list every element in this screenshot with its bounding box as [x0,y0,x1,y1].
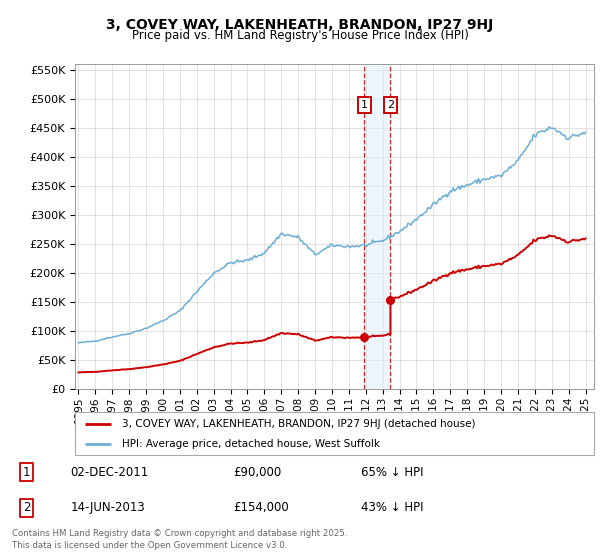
Text: 65% ↓ HPI: 65% ↓ HPI [361,465,424,479]
Text: Price paid vs. HM Land Registry's House Price Index (HPI): Price paid vs. HM Land Registry's House … [131,29,469,42]
Text: Contains HM Land Registry data © Crown copyright and database right 2025.
This d: Contains HM Land Registry data © Crown c… [12,529,347,550]
Text: 2: 2 [23,501,30,515]
Text: 2: 2 [387,100,394,110]
Text: 3, COVEY WAY, LAKENHEATH, BRANDON, IP27 9HJ (detached house): 3, COVEY WAY, LAKENHEATH, BRANDON, IP27 … [122,419,475,428]
Text: £154,000: £154,000 [233,501,289,515]
Text: 1: 1 [23,465,30,479]
Text: HPI: Average price, detached house, West Suffolk: HPI: Average price, detached house, West… [122,439,380,449]
Text: 02-DEC-2011: 02-DEC-2011 [70,465,148,479]
Bar [364,64,391,389]
Text: 14-JUN-2013: 14-JUN-2013 [70,501,145,515]
Text: 43% ↓ HPI: 43% ↓ HPI [361,501,424,515]
Text: 3, COVEY WAY, LAKENHEATH, BRANDON, IP27 9HJ: 3, COVEY WAY, LAKENHEATH, BRANDON, IP27 … [106,18,494,32]
Text: 1: 1 [361,100,368,110]
Text: £90,000: £90,000 [233,465,281,479]
